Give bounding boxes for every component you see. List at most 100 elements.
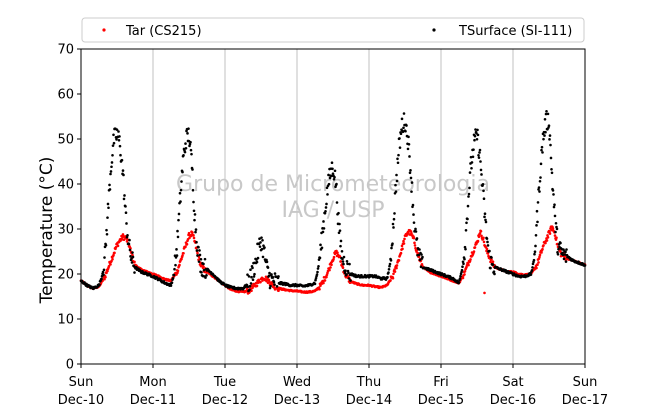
data-point: [540, 148, 543, 152]
data-point: [408, 171, 412, 175]
data-point: [260, 247, 264, 251]
data-point: [131, 251, 134, 254]
data-point: [406, 147, 410, 151]
data-point: [490, 256, 493, 259]
data-point: [202, 268, 206, 272]
data-point: [470, 166, 473, 170]
data-point: [419, 265, 423, 269]
data-point: [413, 241, 416, 245]
data-point: [476, 133, 480, 137]
data-point: [103, 256, 106, 259]
data-point: [189, 140, 192, 144]
data-point: [458, 277, 462, 280]
data-point: [399, 132, 403, 135]
data-point: [332, 178, 336, 181]
data-point: [486, 252, 490, 255]
data-point: [548, 134, 552, 137]
data-point: [402, 239, 405, 243]
data-point: [346, 262, 349, 266]
data-point: [249, 268, 252, 271]
data-point: [539, 162, 543, 166]
y-axis: 0 10 20 30 40 50 60 70: [57, 43, 81, 373]
data-point: [192, 236, 196, 240]
data-point: [402, 242, 406, 245]
data-point: [255, 260, 259, 264]
data-point: [554, 221, 558, 225]
data-point: [479, 229, 483, 233]
data-point: [171, 277, 175, 280]
data-point: [195, 249, 199, 252]
data-point: [543, 118, 547, 121]
x-tick-label-day: Sun: [573, 375, 598, 390]
data-point: [325, 275, 328, 279]
data-point: [180, 257, 183, 261]
data-point: [476, 128, 479, 132]
data-point: [105, 228, 108, 232]
legend-marker-tsurface: [432, 28, 436, 32]
data-point: [315, 273, 319, 276]
data-point: [273, 283, 276, 286]
data-point: [348, 262, 351, 266]
data-point: [417, 253, 421, 257]
data-point: [562, 257, 566, 261]
data-point: [200, 271, 203, 274]
x-axis: Sun Dec-10 Mon Dec-11 Tue Dec-12 Wed Dec-13 Thu D…: [58, 364, 608, 408]
data-point: [271, 276, 275, 279]
data-point: [326, 193, 329, 196]
data-point: [129, 255, 132, 258]
data-point: [414, 227, 417, 231]
data-point: [469, 258, 472, 261]
data-point: [188, 236, 191, 240]
data-point: [401, 130, 405, 134]
data-point: [492, 270, 496, 273]
data-point: [122, 197, 126, 201]
data-point: [472, 148, 475, 151]
data-point: [100, 277, 103, 281]
vertical-gridlines: [152, 49, 514, 364]
data-point: [397, 153, 400, 157]
data-point: [198, 249, 201, 252]
data-point: [391, 222, 395, 226]
data-point: [477, 154, 480, 157]
data-point: [541, 151, 544, 154]
data-point: [248, 284, 252, 288]
data-point: [531, 266, 534, 269]
data-point: [402, 126, 405, 130]
data-point: [483, 212, 487, 215]
data-point: [550, 168, 553, 171]
data-point: [533, 250, 537, 253]
data-point: [319, 243, 322, 247]
data-point: [122, 173, 125, 177]
data-point: [101, 270, 105, 274]
data-point: [473, 246, 477, 249]
data-point: [169, 284, 173, 287]
data-point: [400, 117, 404, 121]
x-tick-label-date: Dec-14: [346, 393, 392, 408]
data-point: [476, 239, 480, 243]
data-point: [120, 158, 124, 162]
data-point: [553, 234, 557, 237]
data-point: [104, 243, 108, 247]
data-point: [564, 260, 568, 263]
data-point: [175, 254, 179, 257]
data-point: [327, 182, 331, 186]
data-point: [322, 220, 325, 223]
y-tick-label: 0: [66, 358, 74, 373]
data-point: [178, 191, 182, 195]
data-point: [482, 240, 486, 244]
legend-marker-tar: [102, 28, 106, 32]
data-point: [412, 221, 416, 224]
data-point: [486, 244, 490, 247]
data-point: [397, 259, 401, 262]
data-point: [474, 128, 477, 131]
data-point: [349, 279, 352, 282]
data-point: [483, 215, 486, 219]
data-point: [485, 247, 489, 251]
data-point: [395, 173, 398, 177]
data-point: [420, 253, 423, 256]
x-tick-label-day: Sun: [69, 375, 94, 390]
data-point: [117, 130, 120, 133]
data-point: [536, 220, 539, 224]
data-point: [480, 173, 483, 176]
data-point: [266, 266, 270, 269]
